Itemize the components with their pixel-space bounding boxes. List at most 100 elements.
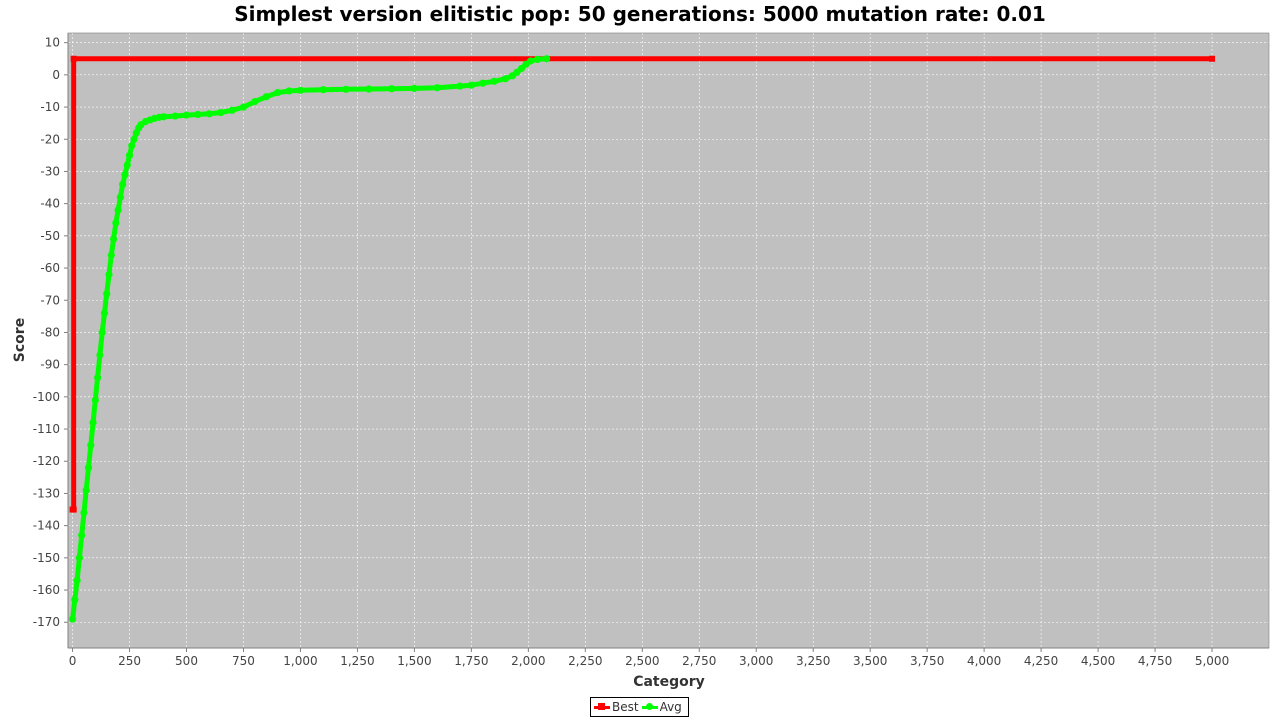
- x-tick-label: 1,000: [283, 654, 317, 668]
- data-point-avg: [490, 77, 498, 85]
- series-layer: [68, 55, 1216, 623]
- data-point-avg: [251, 97, 259, 106]
- data-point-avg: [121, 171, 129, 179]
- data-point-avg: [388, 85, 396, 93]
- x-tick-label: 1,250: [340, 654, 374, 668]
- y-tick-label: -40: [40, 197, 60, 211]
- y-tick-label: -30: [40, 164, 60, 178]
- x-tick-label: 2,500: [625, 654, 659, 668]
- legend-item-best: Best: [594, 697, 639, 717]
- x-tick-label: 4,750: [1138, 654, 1172, 668]
- data-point-best: [1209, 55, 1216, 62]
- legend-avg-label: Avg: [659, 700, 682, 714]
- y-tick-label: -60: [40, 261, 60, 275]
- x-tick-label: 3,250: [796, 654, 830, 668]
- data-point-avg: [319, 86, 327, 94]
- x-axis-label: Category: [633, 674, 705, 690]
- y-tick-label: -140: [33, 519, 60, 533]
- data-point-avg: [71, 596, 79, 604]
- data-point-avg: [98, 328, 106, 337]
- data-point-avg: [123, 161, 131, 169]
- data-point-avg: [114, 206, 122, 214]
- axes: 0 250 500 750 1,000 1,250 1,500 1,750 2,000 2,250…: [33, 32, 1270, 668]
- data-point-avg: [96, 351, 104, 359]
- data-point-avg: [119, 180, 127, 188]
- data-point-best: [70, 55, 77, 62]
- data-point-avg: [87, 441, 95, 449]
- legend: Best Avg: [590, 697, 689, 717]
- x-tick-label: 0: [69, 654, 77, 668]
- data-point-avg: [109, 235, 118, 243]
- x-tick-label: 2,250: [568, 654, 602, 668]
- data-point-best: [70, 506, 77, 513]
- data-point-avg: [68, 615, 77, 623]
- data-point-avg: [533, 55, 542, 64]
- y-tick-label: 10: [45, 36, 60, 50]
- data-point-avg: [542, 55, 551, 63]
- data-point-avg: [80, 509, 88, 517]
- y-tick-label: -130: [33, 486, 60, 500]
- data-point-avg: [128, 142, 136, 150]
- data-point-avg: [182, 111, 191, 119]
- data-point-avg: [217, 108, 225, 117]
- data-point-avg: [171, 112, 179, 120]
- data-point-avg: [456, 82, 464, 90]
- data-point-avg: [410, 84, 418, 92]
- data-point-avg: [116, 193, 125, 201]
- data-point-avg: [82, 486, 90, 494]
- y-tick-label: -120: [33, 454, 60, 468]
- y-tick-label: -10: [40, 100, 60, 114]
- data-point-avg: [262, 93, 270, 101]
- legend-item-avg: Avg: [641, 697, 682, 717]
- data-point-avg: [274, 88, 282, 97]
- x-tick-label: 3,500: [853, 654, 887, 668]
- data-point-avg: [89, 419, 97, 427]
- grid-lines: [68, 33, 1269, 648]
- data-point-avg: [107, 251, 115, 259]
- data-point-avg: [342, 85, 350, 93]
- x-tick-label: 4,500: [1081, 654, 1115, 668]
- x-tick-label: 4,250: [1024, 654, 1058, 668]
- data-point-avg: [100, 309, 109, 317]
- x-tick-label: 1,500: [397, 654, 431, 668]
- data-point-avg: [228, 106, 236, 114]
- y-tick-label: -50: [40, 229, 60, 243]
- data-point-avg: [130, 135, 138, 143]
- y-tick-label: -110: [33, 422, 60, 436]
- data-point-avg: [103, 290, 111, 298]
- data-point-avg: [112, 219, 120, 227]
- data-point-avg: [94, 373, 102, 382]
- data-point-avg: [84, 464, 93, 472]
- x-tick-label: 3,000: [739, 654, 773, 668]
- y-tick-label: 0: [52, 68, 60, 82]
- data-point-avg: [517, 64, 526, 73]
- y-tick-label: -160: [33, 583, 60, 597]
- chart-title: Simplest version elitistic pop: 50 gener…: [234, 2, 1046, 26]
- y-tick-label: -150: [33, 551, 60, 565]
- data-point-avg: [160, 113, 168, 121]
- data-point-avg: [365, 85, 373, 93]
- legend-best-swatch-icon: [594, 702, 610, 712]
- y-tick-label: -90: [40, 358, 60, 372]
- y-tick-label: -100: [33, 390, 60, 404]
- x-tick-label: 750: [232, 654, 255, 668]
- legend-best-label: Best: [612, 700, 639, 714]
- x-tick-label: 2,000: [511, 654, 545, 668]
- x-tick-label: 3,750: [910, 654, 944, 668]
- data-point-avg: [125, 151, 134, 159]
- data-point-avg: [433, 84, 441, 92]
- y-tick-label: -80: [40, 325, 60, 339]
- data-point-avg: [296, 86, 305, 94]
- y-tick-label: -170: [33, 615, 60, 629]
- x-tick-label: 2,750: [682, 654, 716, 668]
- data-point-avg: [205, 110, 213, 118]
- data-point-avg: [91, 396, 99, 404]
- data-point-avg: [479, 79, 487, 87]
- data-point-avg: [194, 110, 202, 119]
- x-tick-label: 500: [175, 654, 198, 668]
- data-point-avg: [105, 270, 113, 279]
- x-tick-label: 5,000: [1195, 654, 1229, 668]
- plot-border: [67, 32, 1270, 649]
- data-point-avg: [285, 87, 293, 95]
